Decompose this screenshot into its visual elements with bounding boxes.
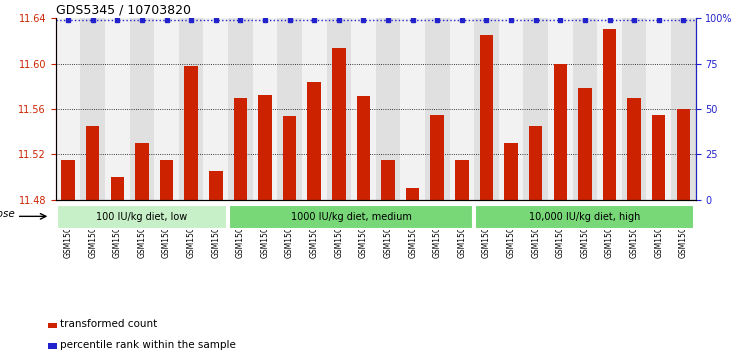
Bar xyxy=(548,18,573,200)
Bar xyxy=(381,160,395,200)
Bar xyxy=(80,18,105,200)
Bar xyxy=(523,18,548,200)
Text: transformed count: transformed count xyxy=(60,319,157,329)
Bar xyxy=(627,98,641,200)
Bar xyxy=(179,18,203,200)
Bar xyxy=(455,160,469,200)
Bar xyxy=(597,18,622,200)
Bar xyxy=(529,126,542,200)
Bar xyxy=(135,143,149,200)
Bar xyxy=(105,18,129,200)
Bar xyxy=(671,18,696,200)
Bar xyxy=(603,29,616,200)
Bar xyxy=(229,205,473,229)
Bar xyxy=(376,18,400,200)
Bar xyxy=(578,89,591,200)
Bar xyxy=(504,143,518,200)
Bar xyxy=(475,205,694,229)
Bar xyxy=(129,18,154,200)
Bar xyxy=(573,18,597,200)
Bar xyxy=(652,115,665,200)
Bar xyxy=(351,18,376,200)
Bar xyxy=(400,18,425,200)
Text: percentile rank within the sample: percentile rank within the sample xyxy=(60,340,235,350)
Bar xyxy=(154,18,179,200)
Bar xyxy=(185,66,198,200)
Text: GDS5345 / 10703820: GDS5345 / 10703820 xyxy=(56,4,190,17)
Bar xyxy=(474,18,498,200)
Bar xyxy=(160,160,173,200)
Bar xyxy=(111,177,124,200)
Bar xyxy=(327,18,351,200)
Text: 100 IU/kg diet, low: 100 IU/kg diet, low xyxy=(96,212,187,222)
Bar xyxy=(425,18,449,200)
Bar xyxy=(554,64,567,200)
Bar xyxy=(258,95,272,200)
Bar xyxy=(56,18,80,200)
Bar xyxy=(61,160,75,200)
Bar xyxy=(431,115,444,200)
Bar xyxy=(253,18,278,200)
Text: 1000 IU/kg diet, medium: 1000 IU/kg diet, medium xyxy=(291,212,411,222)
Bar xyxy=(203,18,228,200)
Bar xyxy=(622,18,647,200)
Text: dose: dose xyxy=(0,209,16,219)
Text: 10,000 IU/kg diet, high: 10,000 IU/kg diet, high xyxy=(529,212,641,222)
Bar xyxy=(278,18,302,200)
Bar xyxy=(647,18,671,200)
Bar xyxy=(676,109,690,200)
Bar xyxy=(48,323,57,328)
Bar xyxy=(228,18,253,200)
Bar xyxy=(480,35,493,200)
Bar xyxy=(57,205,227,229)
Bar xyxy=(234,98,247,200)
Bar xyxy=(332,48,345,200)
Bar xyxy=(449,18,474,200)
Bar xyxy=(406,188,420,200)
Bar xyxy=(209,171,222,200)
Bar xyxy=(356,97,371,200)
Bar xyxy=(283,116,296,200)
Bar xyxy=(86,126,100,200)
Bar xyxy=(307,82,321,200)
Bar xyxy=(48,343,57,348)
Bar xyxy=(302,18,327,200)
Bar xyxy=(498,18,523,200)
